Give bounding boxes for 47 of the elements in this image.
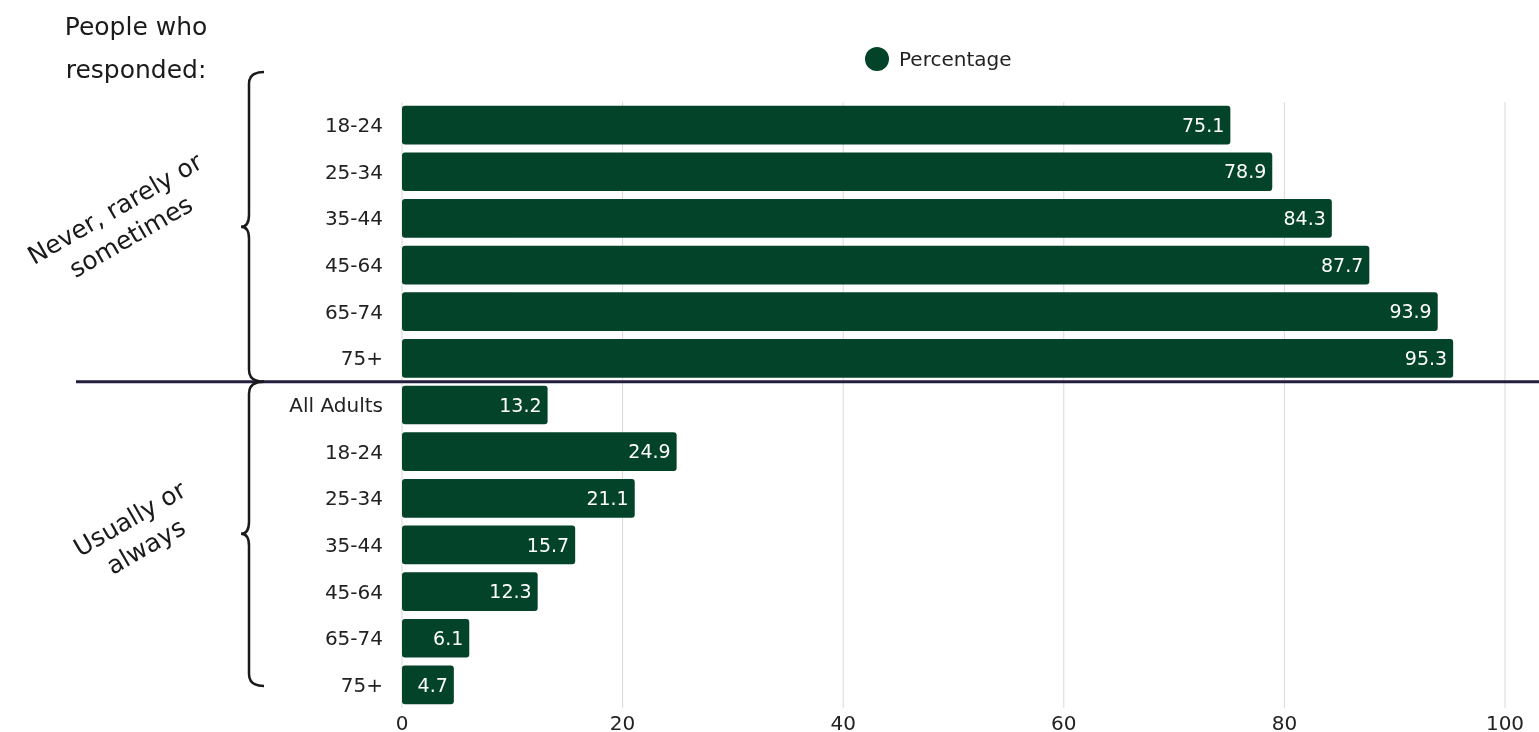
y-tick-label: 18-24	[324, 113, 383, 138]
bar	[402, 292, 1438, 332]
y-tick-label: 35-44	[324, 532, 383, 557]
bar	[402, 525, 576, 565]
bar	[402, 338, 1454, 378]
x-tick-label: 20	[609, 711, 636, 732]
data-label: 12.3	[489, 580, 532, 603]
bar	[402, 152, 1273, 192]
y-tick-label: 25-34	[324, 159, 383, 184]
y-tick-label: 75+	[340, 672, 383, 697]
y-tick-label: All Adults	[289, 393, 383, 417]
data-label: 24.9	[628, 440, 671, 463]
y-tick-label: 65-74	[324, 626, 383, 651]
bar	[402, 665, 454, 705]
x-tick-label: 0	[395, 711, 409, 732]
bar	[402, 618, 470, 658]
bar	[402, 385, 548, 425]
y-tick-label: 25-34	[324, 486, 383, 511]
data-label: 15.7	[526, 533, 570, 556]
data-label: 78.9	[1223, 160, 1267, 183]
legend-label: Percentage	[899, 47, 1012, 71]
bar	[402, 478, 635, 518]
data-label: 21.1	[586, 486, 629, 509]
data-label: 75.1	[1182, 113, 1225, 136]
x-tick-label: 60	[1051, 711, 1077, 732]
bar	[402, 432, 677, 472]
data-label: 93.9	[1389, 300, 1432, 323]
y-tick-label: 65-74	[324, 299, 383, 324]
x-tick-label: 40	[830, 711, 856, 732]
bar	[402, 245, 1370, 285]
data-label: 6.1	[433, 626, 464, 649]
bar	[402, 572, 538, 611]
y-tick-label: 18-24	[324, 439, 383, 464]
data-label: 84.3	[1283, 207, 1326, 230]
bar	[402, 105, 1231, 145]
data-label: 4.7	[417, 673, 448, 696]
text: People who responded:	[64, 12, 208, 84]
x-tick-label: 100	[1485, 711, 1525, 732]
y-tick-label: 35-44	[324, 206, 383, 231]
data-label: 95.3	[1404, 347, 1448, 369]
bar	[402, 199, 1332, 238]
y-tick-label: 45-64	[324, 253, 383, 278]
y-tick-label: 45-64	[324, 579, 383, 604]
data-label: 13.2	[499, 393, 542, 416]
data-label: 87.7	[1321, 253, 1364, 276]
y-tick-label: 75+	[340, 346, 383, 371]
x-tick-label: 80	[1271, 711, 1298, 732]
